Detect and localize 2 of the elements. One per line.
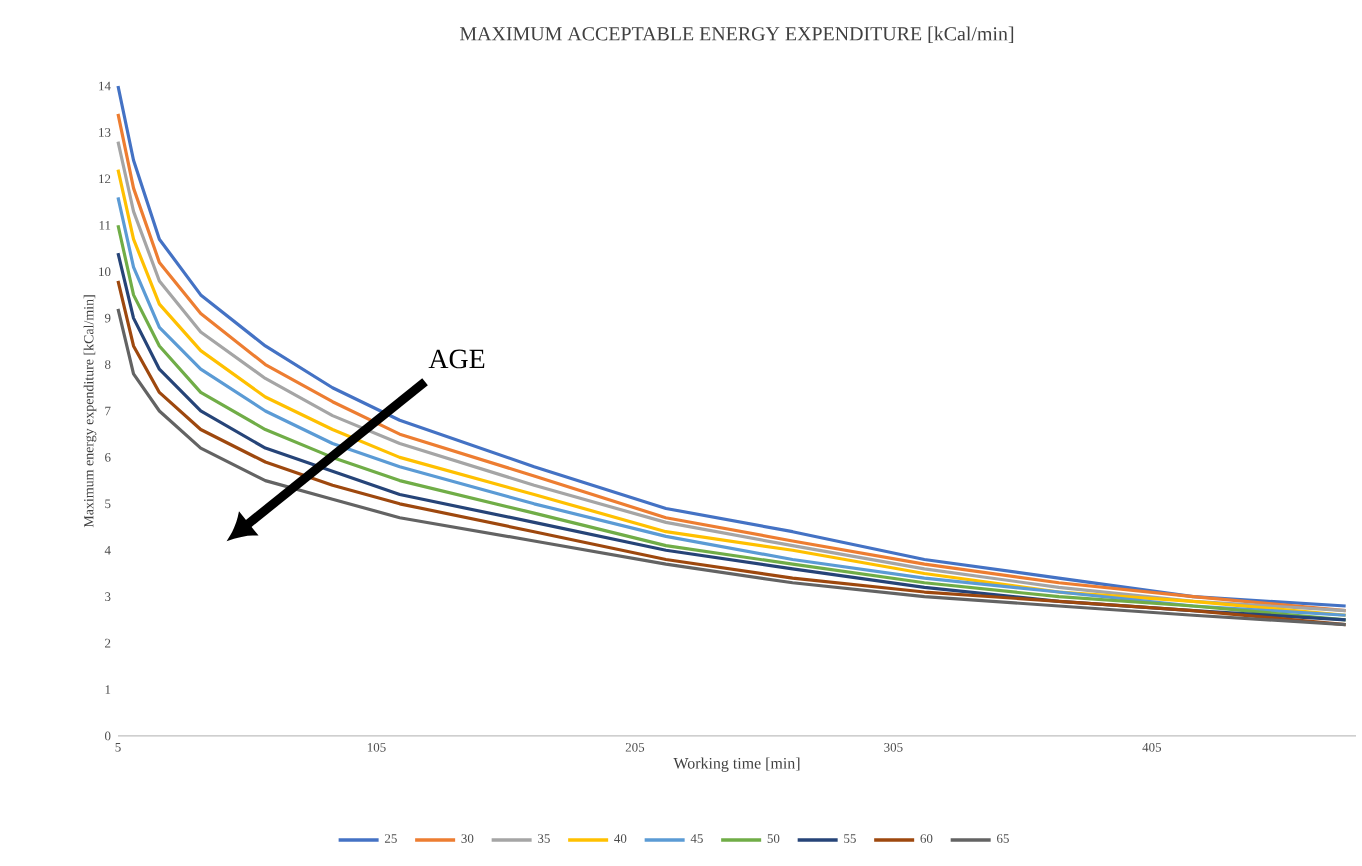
chart-title: MAXIMUM ACCEPTABLE ENERGY EXPENDITURE [kCal/min] xyxy=(459,26,1014,43)
annotation: AGE xyxy=(428,349,485,369)
